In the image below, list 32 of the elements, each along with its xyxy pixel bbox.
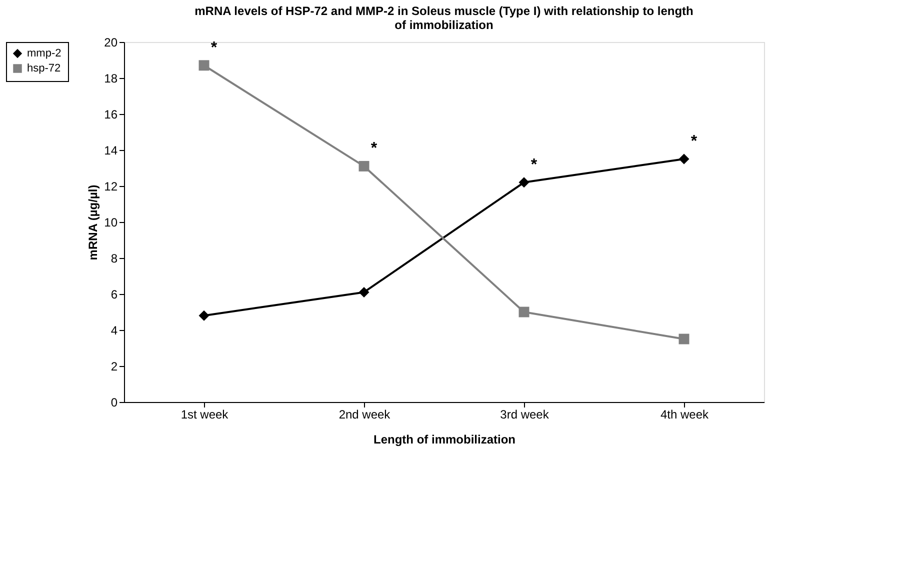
x-tick-label: 1st week [180, 408, 230, 422]
point [358, 160, 370, 172]
point [198, 310, 210, 321]
chart-title: mRNA levels of HSP-72 and MMP-2 in Soleus muscle (Type I) with relationship to length of immobilization [194, 4, 694, 32]
x-tick-label: 2nd week [338, 408, 392, 422]
y-tick-label: 2 [110, 360, 118, 374]
annotation: * [370, 140, 378, 158]
legend-label: hsp-72 [27, 62, 61, 74]
y-tick-label: 12 [104, 180, 118, 194]
x-tick-label: 4th week [660, 408, 710, 422]
y-tick-label: 14 [104, 144, 118, 158]
y-axis-title: mRNA (µg/µl) [86, 184, 100, 260]
point [198, 60, 210, 71]
y-tick-label: 16 [104, 108, 118, 122]
x-axis-title: Length of immobilization [374, 432, 516, 446]
point [678, 334, 690, 344]
y-tick-label: 4 [110, 324, 118, 338]
point [358, 286, 370, 298]
point [518, 177, 530, 188]
annotation: * [530, 156, 538, 174]
x-tick-label: 3rd week [500, 408, 550, 422]
point [678, 154, 690, 164]
y-tick-label: 6 [110, 288, 118, 302]
y-tick-label: 18 [104, 72, 118, 86]
y-tick-label: 0 [110, 396, 118, 410]
y-tick-label: 8 [110, 252, 118, 266]
y-tick-label: 20 [104, 36, 118, 50]
annotation: * [210, 39, 218, 56]
y-tick-label: 10 [104, 216, 118, 230]
point [518, 306, 530, 318]
annotation: * [690, 133, 698, 150]
legend-label: mmp-2 [27, 48, 62, 60]
